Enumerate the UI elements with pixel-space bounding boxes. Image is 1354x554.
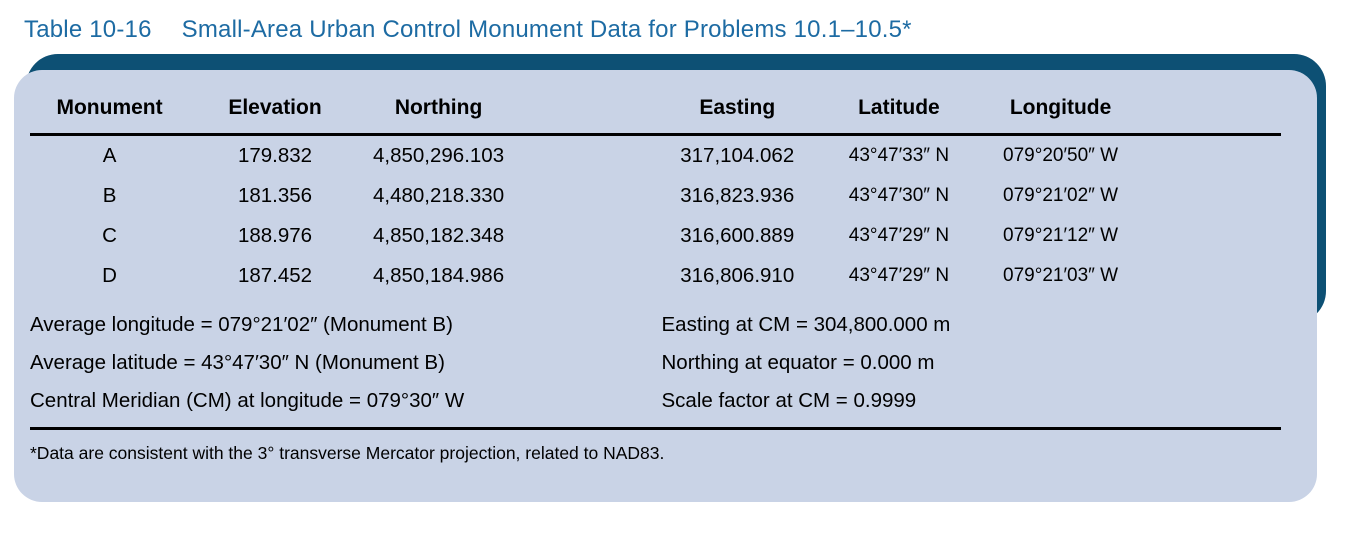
notes-right-column: Easting at CM = 304,800.000 m Northing a… [662, 306, 1294, 420]
cell-longitude: 079°21′02″ W [1003, 185, 1119, 206]
note-northing-at-equator: Northing at equator = 0.000 m [661, 351, 935, 374]
table-caption: Table 10-16 Small-Area Urban Control Monu… [24, 16, 1354, 44]
cell-northing: 4,850,182.348 [373, 224, 505, 247]
note-central-meridian: Central Meridian (CM) at longitude = 079… [30, 389, 465, 412]
col-header-elevation: Elevation [228, 96, 322, 119]
cell-northing: 4,480,218.330 [373, 184, 505, 207]
cell-longitude: 079°20′50″ W [1003, 145, 1119, 166]
cell-longitude: 079°21′12″ W [1003, 225, 1119, 246]
table-title: Small-Area Urban Control Monument Data f… [181, 16, 912, 43]
cell-elevation: 188.976 [237, 224, 313, 247]
cell-monument: C [102, 224, 117, 247]
notes-section: Average longitude = 079°21′02″ (Monument… [30, 306, 1293, 420]
cell-monument: B [102, 184, 117, 207]
cell-easting: 316,823.936 [680, 184, 795, 207]
cell-northing: 4,850,184.986 [373, 264, 505, 287]
cell-easting: 316,806.910 [680, 264, 795, 287]
table-row: A 179.832 4,850,296.103 317,104.062 43°4… [30, 136, 1293, 176]
table-row: B 181.356 4,480,218.330 316,823.936 43°4… [30, 176, 1293, 216]
note-average-latitude: Average latitude = 43°47′30″ N (Monument… [30, 351, 445, 374]
col-header-northing: Northing [394, 96, 483, 119]
cell-northing: 4,850,296.103 [373, 144, 505, 167]
note-average-longitude: Average longitude = 079°21′02″ (Monument… [30, 313, 453, 336]
table-footnote: *Data are consistent with the 3° transve… [30, 443, 665, 463]
table-panel: Monument Elevation Northing Easting Lati… [14, 54, 1326, 502]
cell-latitude: 43°47′33″ N [848, 145, 950, 166]
header-rule [30, 133, 1281, 136]
table-card: Monument Elevation Northing Easting Lati… [14, 70, 1317, 502]
cell-elevation: 187.452 [237, 264, 313, 287]
col-header-easting: Easting [699, 96, 776, 119]
col-header-monument: Monument [56, 96, 163, 119]
col-header-longitude: Longitude [1009, 96, 1112, 119]
col-header-latitude: Latitude [858, 96, 940, 119]
cell-elevation: 179.832 [237, 144, 313, 167]
table-number: Table 10-16 [24, 16, 152, 43]
footnote-rule [30, 427, 1281, 430]
cell-monument: A [102, 144, 117, 167]
cell-elevation: 181.356 [237, 184, 313, 207]
note-scale-factor: Scale factor at CM = 0.9999 [661, 389, 917, 412]
notes-left-column: Average longitude = 079°21′02″ (Monument… [30, 306, 662, 420]
cell-latitude: 43°47′29″ N [848, 265, 950, 286]
cell-easting: 317,104.062 [680, 144, 795, 167]
table-row: D 187.452 4,850,184.986 316,806.910 43°4… [30, 256, 1293, 296]
cell-easting: 316,600.889 [680, 224, 795, 247]
cell-monument: D [102, 264, 117, 287]
table-row: C 188.976 4,850,182.348 316,600.889 43°4… [30, 216, 1293, 256]
cell-latitude: 43°47′29″ N [848, 225, 950, 246]
cell-latitude: 43°47′30″ N [848, 185, 950, 206]
note-easting-at-cm: Easting at CM = 304,800.000 m [661, 313, 951, 336]
table-header-row: Monument Elevation Northing Easting Lati… [30, 84, 1293, 133]
cell-longitude: 079°21′03″ W [1003, 265, 1119, 286]
